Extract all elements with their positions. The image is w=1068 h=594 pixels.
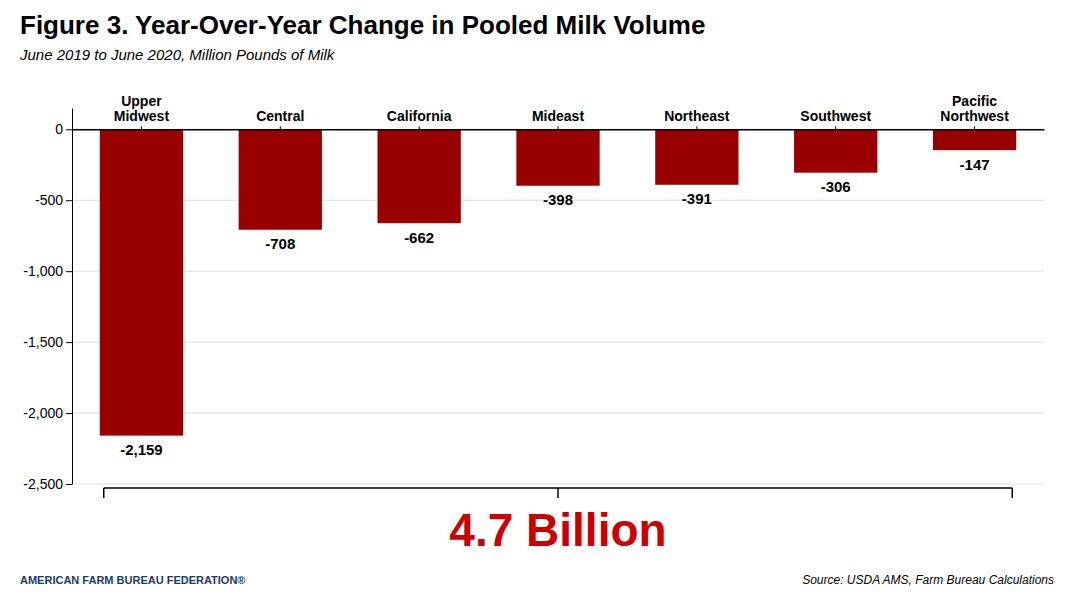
y-tick: -500 [35, 192, 72, 208]
x-tick-label-line: California [387, 108, 452, 124]
x-tick-label-line: Upper [121, 93, 162, 109]
x-tick-label-line: Pacific [952, 93, 997, 109]
grid-line [72, 342, 1044, 343]
bracket-line [103, 488, 105, 498]
bracket-line [557, 488, 559, 498]
data-label: -662 [404, 229, 434, 246]
grid-line [72, 271, 1044, 272]
y-tick-mark [66, 484, 72, 485]
data-label: -398 [543, 191, 573, 208]
x-tick: Southwest [800, 108, 871, 129]
x-tick: PacificNorthwest [940, 93, 1009, 129]
y-tick-mark [66, 200, 72, 201]
chart-svg: Figure 3. Year-Over-Year Change in Poole… [0, 0, 1068, 594]
plot-area: 0 -500 -1,000 -1,500 -2,000 -2,500 UpperMidwes… [23, 93, 1044, 498]
y-tick-label: -1,500 [23, 334, 63, 350]
x-tick-mark [419, 126, 420, 129]
x-axis: UpperMidwest Central California Mideast Nort… [73, 93, 1045, 130]
data-label: -147 [960, 156, 990, 173]
x-tick-label-line: Northwest [940, 108, 1009, 124]
y-tick: 0 [55, 121, 72, 137]
y-tick: -2,000 [23, 405, 72, 421]
x-tick-label: California [387, 108, 452, 124]
y-axis: 0 -500 -1,000 -1,500 -2,000 -2,500 [23, 109, 72, 492]
y-tick-mark [66, 271, 72, 272]
x-tick-label: UpperMidwest [114, 93, 170, 124]
x-tick: UpperMidwest [114, 93, 170, 129]
source-text: Source: USDA AMS, Farm Bureau Calculatio… [802, 573, 1054, 587]
data-label: -391 [682, 190, 712, 207]
bar [794, 129, 877, 172]
x-tick: Central [256, 108, 304, 129]
total-label: 4.7 Billion [449, 504, 666, 556]
bar [100, 129, 183, 435]
x-tick: Northeast [664, 108, 730, 129]
y-tick: -2,500 [23, 476, 72, 492]
chart-container: Figure 3. Year-Over-Year Change in Poole… [0, 0, 1068, 594]
x-tick: Mideast [532, 108, 584, 129]
grid-line [72, 413, 1044, 414]
bar [516, 129, 599, 185]
data-label: -2,159 [120, 441, 163, 458]
y-tick: -1,500 [23, 334, 72, 350]
y-tick-mark [66, 129, 72, 130]
x-tick-mark [558, 126, 559, 129]
y-tick-label: -500 [35, 192, 63, 208]
x-tick-mark [280, 126, 281, 129]
grid-line [72, 484, 1044, 485]
x-tick: California [387, 108, 452, 129]
bar [655, 129, 738, 184]
y-tick-label: -2,500 [23, 476, 63, 492]
bar [377, 129, 460, 223]
x-tick-mark [141, 126, 142, 129]
y-axis-line [72, 109, 73, 485]
x-tick-label-line: Midwest [114, 108, 170, 124]
data-label: -708 [265, 235, 295, 252]
x-tick-mark [974, 126, 975, 129]
x-tick-label-line: Central [256, 108, 304, 124]
x-tick-label: Mideast [532, 108, 584, 124]
x-tick-label-line: Mideast [532, 108, 584, 124]
subtitle: June 2019 to June 2020, Million Pounds o… [19, 46, 336, 63]
y-tick-label: -1,000 [23, 263, 63, 279]
x-tick-mark [696, 126, 697, 129]
x-tick-label-line: Northeast [664, 108, 730, 124]
y-tick: -1,000 [23, 263, 72, 279]
bar [933, 129, 1016, 150]
y-tick-label: 0 [55, 121, 63, 137]
x-tick-label: PacificNorthwest [940, 93, 1009, 124]
bracket-line [1011, 488, 1013, 498]
bracket [104, 488, 1012, 498]
organization-text: AMERICAN FARM BUREAU FEDERATION® [20, 574, 245, 586]
y-tick-mark [66, 413, 72, 414]
x-tick-label: Northeast [664, 108, 730, 124]
y-tick-mark [66, 342, 72, 343]
x-tick-label-line: Southwest [800, 108, 871, 124]
title: Figure 3. Year-Over-Year Change in Poole… [20, 10, 705, 40]
x-tick-mark [835, 126, 836, 129]
data-labels: -2,159 -708 -662 -398 -391 -306 -147 [120, 156, 989, 458]
x-tick-label: Southwest [800, 108, 871, 124]
grid [72, 129, 1044, 484]
data-label: -306 [821, 178, 851, 195]
bars [100, 129, 1016, 435]
y-tick-label: -2,000 [23, 405, 63, 421]
bar [239, 129, 322, 229]
x-tick-label: Central [256, 108, 304, 124]
